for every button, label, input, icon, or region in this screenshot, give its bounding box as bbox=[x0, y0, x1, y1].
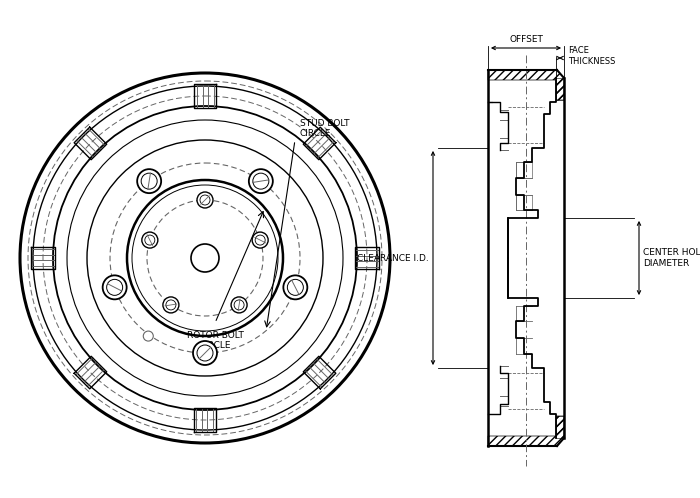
Text: OFFSET: OFFSET bbox=[509, 35, 543, 44]
Circle shape bbox=[288, 279, 303, 295]
Circle shape bbox=[256, 235, 265, 245]
Circle shape bbox=[200, 345, 210, 355]
Circle shape bbox=[145, 235, 155, 245]
Circle shape bbox=[166, 300, 176, 310]
Text: CLEARANCE I.D.: CLEARANCE I.D. bbox=[357, 253, 429, 262]
Circle shape bbox=[284, 275, 307, 299]
Circle shape bbox=[234, 300, 244, 310]
Circle shape bbox=[191, 244, 219, 272]
Circle shape bbox=[137, 169, 161, 193]
Circle shape bbox=[253, 173, 269, 189]
Text: STUD BOLT
CIRCLE: STUD BOLT CIRCLE bbox=[300, 119, 349, 138]
Text: CENTER HOLE
DIAMETER: CENTER HOLE DIAMETER bbox=[643, 249, 700, 268]
Circle shape bbox=[193, 341, 217, 365]
Circle shape bbox=[197, 192, 213, 208]
Circle shape bbox=[200, 195, 210, 205]
Circle shape bbox=[231, 297, 247, 313]
Circle shape bbox=[141, 173, 158, 189]
Circle shape bbox=[144, 331, 153, 341]
Circle shape bbox=[103, 275, 127, 299]
Text: FACE
THICKNESS: FACE THICKNESS bbox=[568, 46, 615, 66]
Circle shape bbox=[197, 345, 213, 361]
Circle shape bbox=[252, 232, 268, 248]
Text: ROTOR BOLT
CIRCLE: ROTOR BOLT CIRCLE bbox=[187, 331, 244, 351]
Circle shape bbox=[248, 169, 273, 193]
Circle shape bbox=[106, 279, 122, 295]
Circle shape bbox=[163, 297, 179, 313]
Circle shape bbox=[142, 232, 158, 248]
